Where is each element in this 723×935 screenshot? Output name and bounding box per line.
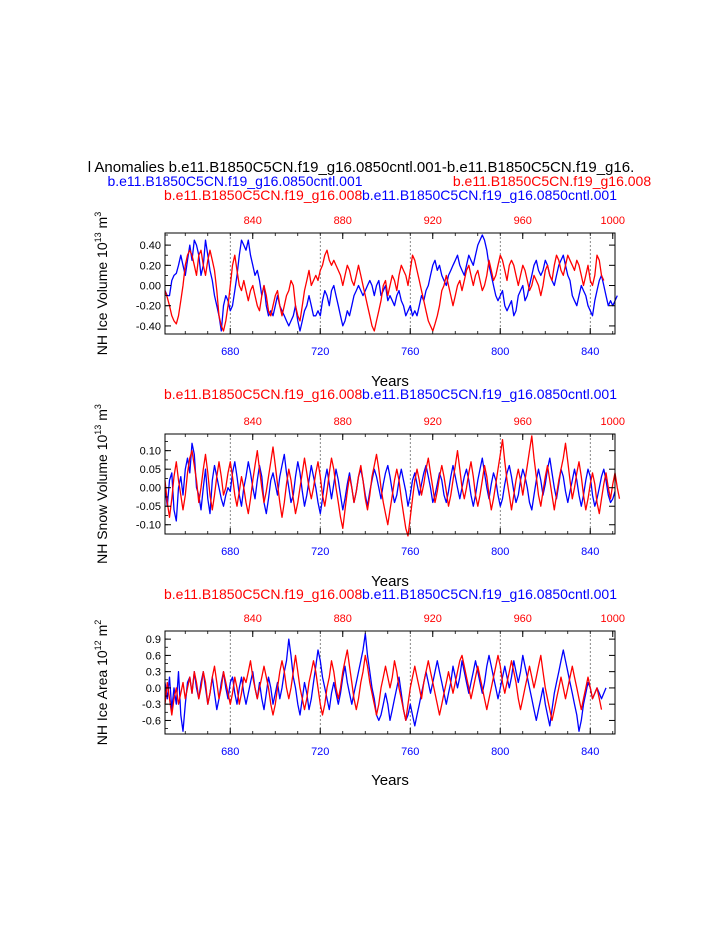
chart-ice_volume: b.e11.B1850C5CN.f19_g16.008 b.e11.B1850C5… (93, 187, 625, 390)
x-tick-label-bottom: 720 (311, 546, 329, 558)
y-tick-label: 0.00 (140, 483, 161, 495)
x-tick-label-top: 960 (514, 613, 532, 625)
x-tick-label-bottom: 840 (581, 346, 599, 358)
y-tick-label: 0.40 (140, 240, 161, 252)
series-line-red (164, 435, 621, 537)
plot-frame (164, 630, 616, 735)
series-line-blue (164, 442, 616, 522)
top-label-red: b.e11.B1850C5CN.f19_g16.008 (164, 187, 362, 203)
x-tick-label-top: 920 (424, 416, 442, 428)
top-label-blue: b.e11.B1850C5CN.f19_g16.0850cntl.001 (362, 386, 617, 402)
y-axis-label-part: NH Ice Volume 10 (94, 242, 110, 355)
y-tick-label: 0.20 (140, 260, 161, 272)
y-axis-label-part: m (94, 217, 110, 233)
legend-red-label: b.e11.B1850C5CN.f19_g16.008 (453, 173, 651, 189)
top-label-red: b.e11.B1850C5CN.f19_g16.008 (164, 586, 362, 602)
x-tick-label-top: 920 (424, 613, 442, 625)
x-tick-label-top: 1000 (601, 215, 625, 227)
series-line-red (164, 649, 603, 722)
chart-ice_area: b.e11.B1850C5CN.f19_g16.008 b.e11.B1850C5… (93, 586, 625, 789)
y-axis-label-part: 3 (93, 404, 103, 409)
top-label-blue: b.e11.B1850C5CN.f19_g16.0850cntl.001 (362, 187, 617, 203)
y-tick-label: -0.6 (142, 715, 161, 727)
x-axis-label: Years (371, 772, 409, 789)
x-tick-label-bottom: 720 (311, 746, 329, 758)
x-tick-label-top: 960 (514, 416, 532, 428)
x-axis-label: Years (371, 573, 409, 590)
x-tick-label-top: 920 (424, 215, 442, 227)
y-tick-label: 0.6 (146, 650, 161, 662)
y-axis-label-part: 13 (93, 425, 103, 435)
y-axis-label-part: m (94, 625, 110, 641)
y-axis-label: NH Ice Area 1012 m2 (93, 620, 110, 746)
x-tick-label-bottom: 800 (491, 546, 509, 558)
y-tick-label: 0.00 (140, 281, 161, 293)
y-axis-label: NH Snow Volume 1013 m3 (93, 404, 110, 564)
chart-panels: b.e11.B1850C5CN.f19_g16.008 b.e11.B1850C5… (93, 187, 625, 789)
y-axis-label-part: 12 (93, 640, 103, 650)
x-tick-label-bottom: 680 (221, 346, 239, 358)
y-axis-label-part: 2 (93, 620, 103, 625)
x-axis-label: Years (371, 373, 409, 390)
series-line-blue (164, 633, 607, 732)
y-axis-label-part: m (94, 409, 110, 425)
plot-frame (164, 232, 616, 335)
y-tick-label: 0.10 (140, 446, 161, 458)
x-tick-label-bottom: 680 (221, 546, 239, 558)
x-tick-label-bottom: 800 (491, 746, 509, 758)
y-tick-label: 0.05 (140, 464, 161, 476)
x-tick-label-top: 840 (244, 416, 262, 428)
x-tick-label-bottom: 760 (401, 346, 419, 358)
x-tick-label-top: 880 (334, 613, 352, 625)
y-tick-label: -0.3 (142, 699, 161, 711)
plot-frame (164, 433, 616, 535)
x-tick-label-top: 880 (334, 215, 352, 227)
top-label-blue: b.e11.B1850C5CN.f19_g16.0850cntl.001 (362, 586, 617, 602)
x-tick-label-top: 960 (514, 215, 532, 227)
y-axis-label-part: NH Snow Volume 10 (94, 434, 110, 563)
x-tick-label-bottom: 800 (491, 346, 509, 358)
y-axis-label: NH Ice Volume 1013 m3 (93, 212, 110, 355)
x-tick-label-bottom: 760 (401, 546, 419, 558)
figure-title: l Anomalies b.e11.B1850C5CN.f19_g16.0850… (88, 159, 635, 176)
x-tick-label-top: 840 (244, 215, 262, 227)
x-tick-label-bottom: 760 (401, 746, 419, 758)
x-tick-label-top: 1000 (601, 416, 625, 428)
x-tick-label-top: 1000 (601, 613, 625, 625)
y-tick-label: 0.9 (146, 634, 161, 646)
top-label-red: b.e11.B1850C5CN.f19_g16.008 (164, 386, 362, 402)
x-tick-label-bottom: 720 (311, 346, 329, 358)
x-tick-label-bottom: 840 (581, 746, 599, 758)
y-tick-label: 0.0 (146, 683, 161, 695)
y-axis-label-part: NH Ice Area 10 (94, 650, 110, 745)
x-tick-label-bottom: 840 (581, 546, 599, 558)
y-tick-label: -0.20 (136, 301, 161, 313)
y-tick-label: -0.40 (136, 321, 161, 333)
x-tick-label-top: 840 (244, 613, 262, 625)
series-line-blue (164, 234, 618, 332)
legend-blue-label: b.e11.B1850C5CN.f19_g16.0850cntl.001 (107, 173, 362, 189)
y-tick-label: -0.05 (136, 501, 161, 513)
chart-snow_volume: b.e11.B1850C5CN.f19_g16.008 b.e11.B1850C5… (93, 386, 625, 590)
x-tick-label-top: 880 (334, 416, 352, 428)
y-tick-label: -0.10 (136, 520, 161, 532)
series-line-red (164, 249, 605, 332)
y-axis-label-part: 13 (93, 232, 103, 242)
y-tick-label: 0.3 (146, 667, 161, 679)
x-tick-label-bottom: 680 (221, 746, 239, 758)
y-axis-label-part: 3 (93, 212, 103, 217)
